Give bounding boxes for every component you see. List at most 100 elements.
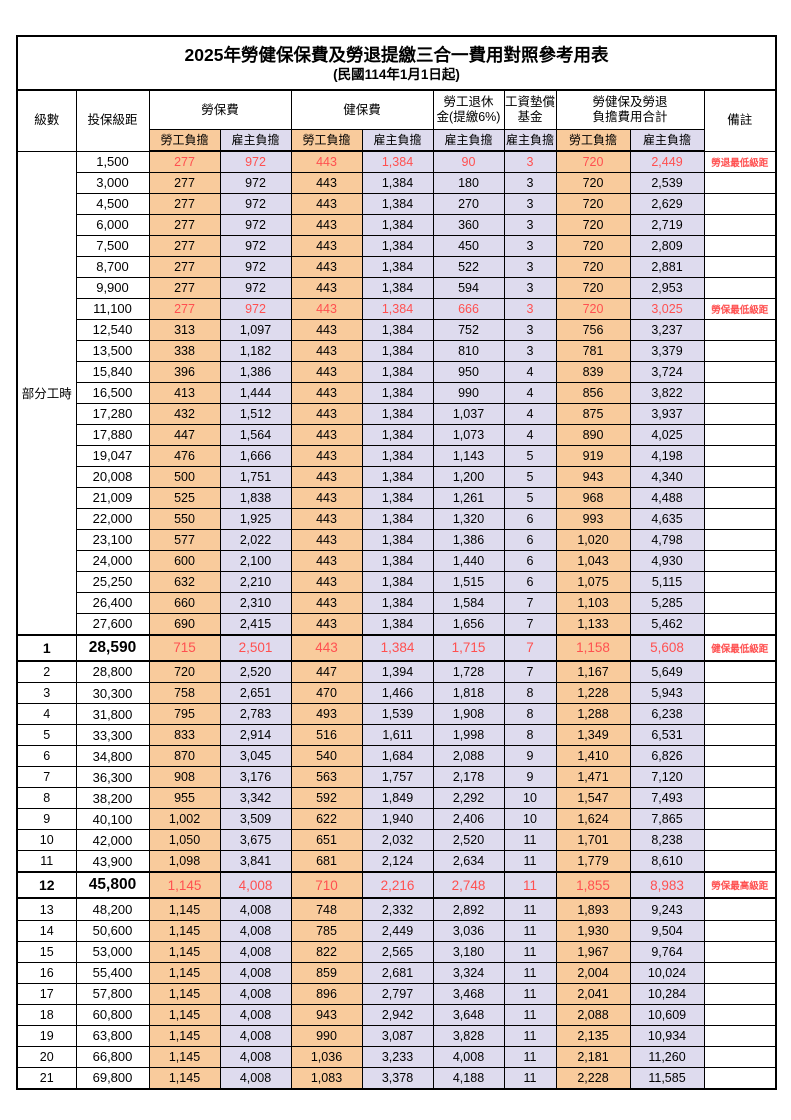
- labor-insurance-employer-cell: 2,022: [219, 528, 292, 551]
- wage-fund-employer-cell: 3: [503, 192, 557, 215]
- health-insurance-employer-cell: 1,611: [361, 724, 434, 747]
- labor-insurance-employee-cell: 577: [148, 528, 221, 551]
- health-insurance-employer-cell: 3,233: [361, 1045, 434, 1068]
- labor-insurance-employer-cell: 4,008: [219, 1066, 292, 1090]
- health-insurance-employer-cell: 1,384: [361, 612, 434, 636]
- labor-insurance-employer-cell: 3,342: [219, 787, 292, 810]
- labor-insurance-employee-cell: 413: [148, 381, 221, 404]
- remark-cell: [703, 829, 777, 852]
- table-row: 19 63,800 1,145 4,008 990 3,087 3,828 11 2,135 10…: [16, 1024, 777, 1047]
- health-insurance-employer-cell: 1,384: [361, 402, 434, 425]
- wage-fund-employer-cell: 5: [503, 486, 557, 509]
- total-employer-cell: 9,243: [629, 897, 705, 921]
- remark-cell: [703, 745, 777, 768]
- health-insurance-employer-cell: 1,384: [361, 570, 434, 593]
- level-cell: 11: [16, 850, 77, 873]
- total-employee-cell: 756: [555, 318, 631, 341]
- total-employee-cell: 1,967: [555, 940, 631, 963]
- labor-insurance-employer-cell: 2,310: [219, 591, 292, 614]
- labor-insurance-employer-cell: 2,520: [219, 660, 292, 684]
- total-employer-cell: 6,238: [629, 703, 705, 726]
- labor-insurance-employee-cell: 600: [148, 549, 221, 572]
- level-cell: 5: [16, 724, 77, 747]
- pension-employer-cell: 3,324: [432, 961, 505, 984]
- labor-insurance-employer-cell: 1,564: [219, 423, 292, 446]
- remark-cell: [703, 612, 777, 636]
- level-cell: 17: [16, 982, 77, 1005]
- labor-insurance-employee-cell: 1,145: [148, 961, 221, 984]
- health-insurance-employee-cell: 443: [290, 402, 363, 425]
- labor-insurance-employer-cell: 4,008: [219, 940, 292, 963]
- health-insurance-employee-cell: 443: [290, 528, 363, 551]
- total-employee-cell: 968: [555, 486, 631, 509]
- wage-fund-employer-cell: 11: [503, 1045, 557, 1068]
- remark-cell: [703, 360, 777, 383]
- total-employee-cell: 1,228: [555, 682, 631, 705]
- table-row: 21 69,800 1,145 4,008 1,083 3,378 4,188 11 2,228…: [16, 1066, 777, 1090]
- bracket-cell: 16,500: [75, 381, 150, 404]
- bracket-cell: 4,500: [75, 192, 150, 215]
- health-insurance-employer-cell: 2,565: [361, 940, 434, 963]
- remark-cell: [703, 1066, 777, 1090]
- bracket-cell: 26,400: [75, 591, 150, 614]
- wage-fund-employer-cell: 11: [503, 1066, 557, 1090]
- wage-fund-employer-cell: 11: [503, 982, 557, 1005]
- health-insurance-employer-cell: 1,384: [361, 276, 434, 299]
- labor-insurance-employee-cell: 476: [148, 444, 221, 467]
- bracket-cell: 21,009: [75, 486, 150, 509]
- labor-insurance-employee-cell: 1,050: [148, 829, 221, 852]
- total-employee-cell: 720: [555, 234, 631, 257]
- labor-insurance-employer-cell: 1,386: [219, 360, 292, 383]
- table-row: 20 66,800 1,145 4,008 1,036 3,233 4,008 11 2,181…: [16, 1045, 777, 1068]
- remark-cell: [703, 766, 777, 789]
- part-time-merged-cell: 部分工時: [16, 150, 77, 636]
- pension-employer-cell: 3,180: [432, 940, 505, 963]
- health-insurance-employer-cell: 2,032: [361, 829, 434, 852]
- total-employer-cell: 11,585: [629, 1066, 705, 1090]
- pension-employer-cell: 2,520: [432, 829, 505, 852]
- labor-insurance-employee-cell: 277: [148, 192, 221, 215]
- total-employee-cell: 2,041: [555, 982, 631, 1005]
- labor-insurance-employee-cell: 550: [148, 507, 221, 530]
- total-employer-cell: 5,285: [629, 591, 705, 614]
- title-cell: 2025年勞健保保費及勞退提繳三合一費用對照參考用表 (民國114年1月1日起): [16, 35, 777, 91]
- health-insurance-employee-cell: 990: [290, 1024, 363, 1047]
- total-employee-cell: 720: [555, 192, 631, 215]
- remark-cell: 勞保最高級距: [703, 871, 777, 900]
- header-wage-fund-line2: 基金: [517, 110, 543, 124]
- wage-fund-employer-cell: 9: [503, 766, 557, 789]
- remark-cell: 勞保最低級距: [703, 297, 777, 320]
- health-insurance-employee-cell: 443: [290, 339, 363, 362]
- total-employer-cell: 8,983: [629, 871, 705, 900]
- level-cell: 18: [16, 1003, 77, 1026]
- subheader-fund-employer: 雇主負擔: [503, 129, 557, 152]
- labor-insurance-employer-cell: 972: [219, 255, 292, 278]
- wage-fund-employer-cell: 3: [503, 150, 557, 173]
- health-insurance-employer-cell: 1,384: [361, 444, 434, 467]
- health-insurance-employer-cell: 1,940: [361, 808, 434, 831]
- level-cell: 12: [16, 871, 77, 900]
- wage-fund-employer-cell: 6: [503, 507, 557, 530]
- health-insurance-employee-cell: 443: [290, 255, 363, 278]
- health-insurance-employee-cell: 822: [290, 940, 363, 963]
- total-employee-cell: 1,158: [555, 633, 631, 662]
- level-cell: 6: [16, 745, 77, 768]
- health-insurance-employee-cell: 493: [290, 703, 363, 726]
- total-employer-cell: 4,930: [629, 549, 705, 572]
- level-cell: 10: [16, 829, 77, 852]
- health-insurance-employee-cell: 896: [290, 982, 363, 1005]
- total-employee-cell: 1,103: [555, 591, 631, 614]
- table-row: 16 55,400 1,145 4,008 859 2,681 3,324 11 2,004 10…: [16, 961, 777, 984]
- table-row: 18 60,800 1,145 4,008 943 2,942 3,648 11 2,088 10…: [16, 1003, 777, 1026]
- total-employee-cell: 2,181: [555, 1045, 631, 1068]
- remark-cell: [703, 192, 777, 215]
- table-row: 6 34,800 870 3,045 540 1,684 2,088 9 1,410 6,826: [16, 745, 777, 768]
- pension-employer-cell: 1,073: [432, 423, 505, 446]
- bracket-cell: 3,000: [75, 171, 150, 194]
- remark-cell: [703, 982, 777, 1005]
- health-insurance-employer-cell: 2,942: [361, 1003, 434, 1026]
- health-insurance-employee-cell: 592: [290, 787, 363, 810]
- subheader-total-employee: 勞工負擔: [555, 129, 631, 152]
- labor-insurance-employer-cell: 972: [219, 234, 292, 257]
